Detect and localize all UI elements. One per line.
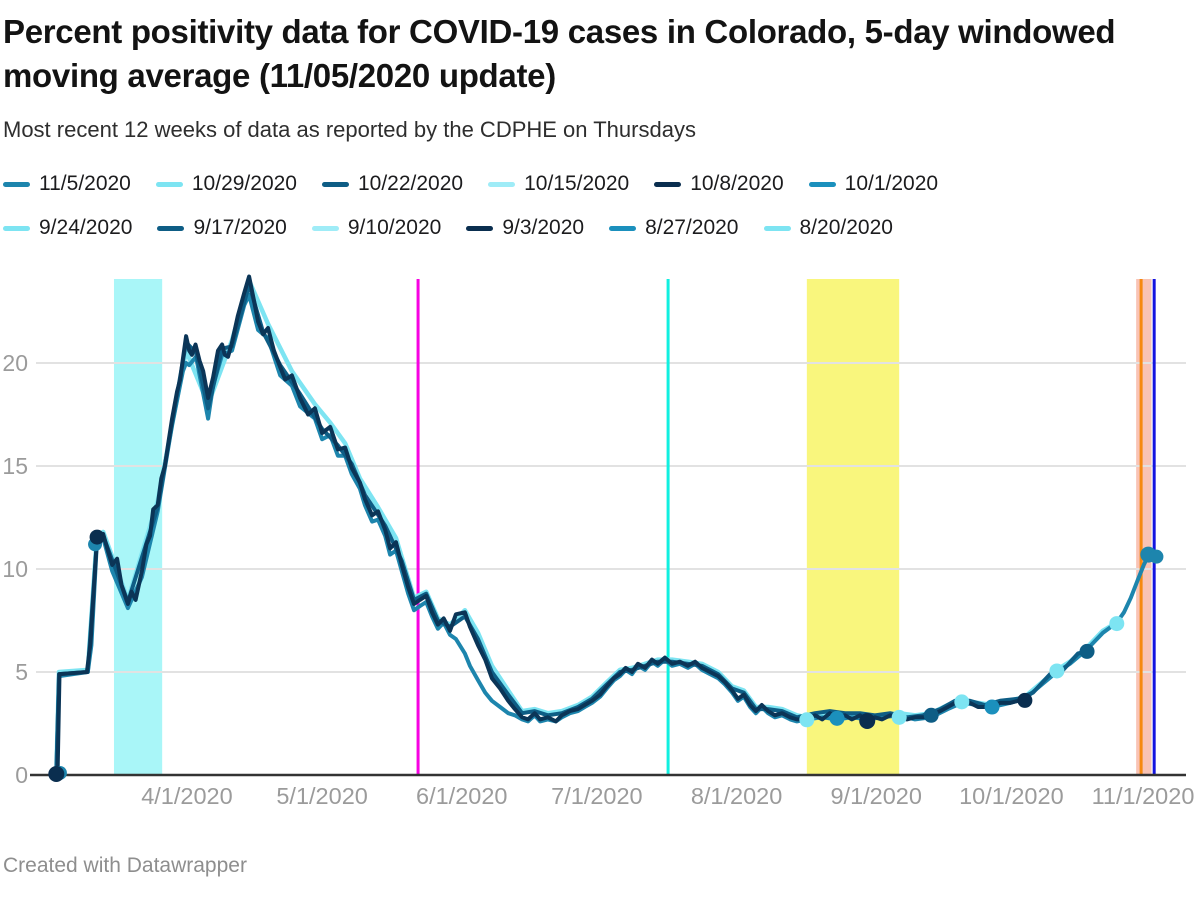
y-tick-label: 0 — [15, 762, 28, 788]
legend-swatch — [609, 225, 637, 231]
highlight-band — [806, 279, 900, 776]
legend-swatch — [311, 225, 339, 231]
x-tick-label: 11/1/2020 — [1092, 783, 1195, 809]
legend-item-10-29-2020: 10/29/2020 — [155, 172, 297, 196]
series-line-steel-group — [54, 282, 1090, 778]
x-tick-label: 6/1/2020 — [416, 783, 507, 809]
legend-item-11-5-2020: 11/5/2020 — [3, 172, 131, 196]
legend-row: 9/24/2020 9/17/2020 9/10/2020 9/3/2020 8/27/… — [3, 213, 1200, 243]
legend-label: 11/5/2020 — [39, 172, 131, 196]
series-end-dot — [1149, 549, 1164, 564]
highlight-band — [1136, 279, 1152, 776]
series-end-dot — [1049, 663, 1065, 679]
series-end-dot — [923, 707, 939, 723]
legend-swatch — [808, 181, 836, 187]
legend-label: 9/10/2020 — [347, 216, 442, 240]
series-end-dot — [48, 766, 65, 783]
y-tick-label: 15 — [2, 453, 28, 479]
datawrapper-chart-page: Percent positivity data for COVID-19 cas… — [0, 10, 1200, 910]
legend-label: 8/27/2020 — [645, 216, 739, 240]
series-end-dot — [984, 699, 1000, 715]
legend-swatch — [3, 181, 30, 187]
series-end-dot — [1017, 693, 1033, 709]
series-end-dot — [1079, 643, 1095, 659]
legend-label: 10/15/2020 — [524, 172, 630, 196]
legend-label: 9/24/2020 — [39, 216, 133, 240]
x-tick-label: 4/1/2020 — [141, 783, 232, 809]
x-tick-label: 7/1/2020 — [551, 783, 642, 809]
legend-swatch — [466, 225, 494, 231]
legend-item-10-15-2020: 10/15/2020 — [488, 172, 629, 196]
x-tick-label: 9/1/2020 — [830, 783, 921, 809]
y-tick-label: 10 — [2, 556, 28, 582]
legend-swatch — [654, 181, 682, 187]
legend-label: 10/8/2020 — [690, 172, 784, 196]
chart-subtitle: Most recent 12 weeks of data as reported… — [3, 117, 696, 143]
legend-swatch — [157, 225, 185, 231]
legend-item-9-17-2020: 9/17/2020 — [157, 216, 287, 240]
series-end-dot — [799, 712, 815, 728]
legend-label: 9/17/2020 — [193, 216, 287, 240]
x-tick-label: 8/1/2020 — [691, 783, 782, 809]
y-tick-label: 20 — [2, 350, 28, 376]
footer-credit: Created with Datawrapper — [3, 854, 247, 878]
legend-item-8-20-2020: 8/20/2020 — [763, 216, 893, 240]
y-tick-label: 5 — [15, 659, 28, 685]
legend-label: 10/22/2020 — [357, 172, 464, 196]
legend-item-9-24-2020: 9/24/2020 — [3, 216, 132, 240]
series-end-dot — [829, 710, 845, 726]
legend-item-10-22-2020: 10/22/2020 — [321, 172, 464, 196]
line-chart-canvas: 0 5 10 15 20 4/1/2020 5/1/2020 6/1/2020 7/1/2020… — [2, 274, 1195, 809]
legend-item-8-27-2020: 8/27/2020 — [609, 216, 739, 240]
legend-item-9-10-2020: 9/10/2020 — [311, 216, 442, 240]
x-tick-label: 5/1/2020 — [276, 783, 367, 809]
legend-swatch — [3, 225, 30, 231]
legend-label: 9/3/2020 — [502, 216, 585, 240]
legend-swatch — [321, 181, 349, 187]
series-end-dot — [859, 713, 876, 730]
x-tick-label: 10/1/2020 — [959, 783, 1064, 809]
legend-item-9-3-2020: 9/3/2020 — [466, 216, 584, 240]
legend-label: 10/1/2020 — [844, 172, 939, 196]
series-end-dot — [891, 709, 907, 725]
series-end-dot — [954, 694, 970, 710]
legend-item-10-1-2020: 10/1/2020 — [808, 172, 939, 196]
legend-item-10-8-2020: 10/8/2020 — [654, 172, 784, 196]
legend-swatch — [763, 225, 791, 231]
legend-row: 11/5/2020 10/29/2020 10/22/2020 10/15/2020 1… — [3, 169, 1200, 199]
series-line-navy-group — [54, 274, 1027, 778]
series-end-dot — [1109, 616, 1125, 632]
legend: 11/5/2020 10/29/2020 10/22/2020 10/15/2020 1… — [3, 169, 1200, 243]
legend-swatch — [488, 181, 516, 187]
legend-label: 10/29/2020 — [191, 172, 297, 196]
series-end-dot — [89, 529, 105, 545]
legend-swatch — [155, 181, 183, 187]
page-title: Percent positivity data for COVID-19 cas… — [3, 13, 1116, 94]
legend-label: 8/20/2020 — [799, 216, 893, 240]
